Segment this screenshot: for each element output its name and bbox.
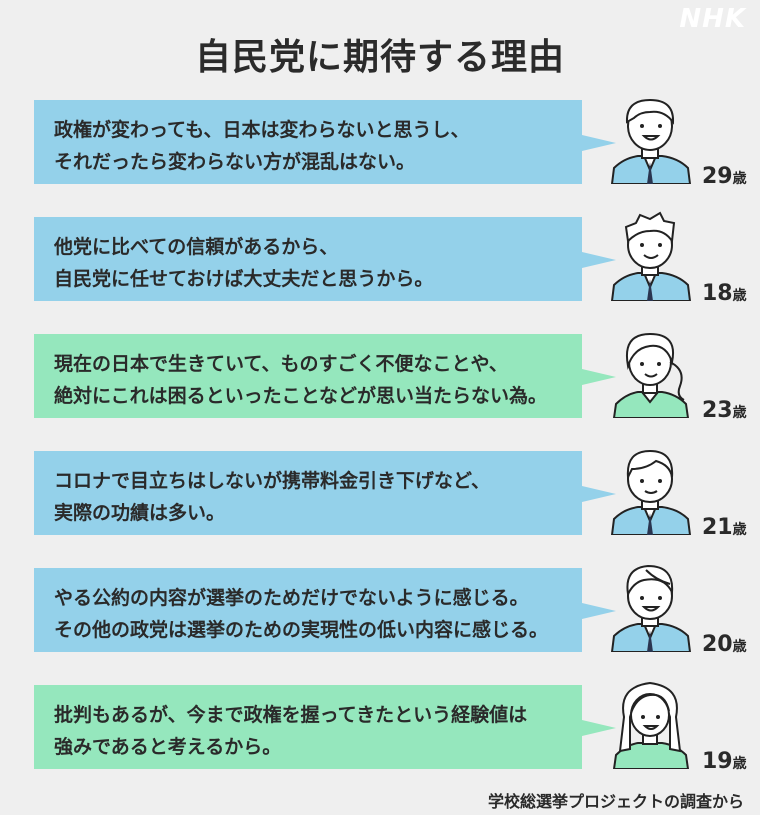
comment-line: それだったら変わらない方が混乱はない。 [54,151,416,173]
speech-bubble: 他党に比べての信頼があるから、 自民党に任せておけば大丈夫だと思うから。 [34,217,616,301]
age-label: 23歳 [702,398,747,423]
page-title: 自民党に期待する理由 [194,37,565,78]
age-label: 29歳 [702,164,747,189]
age-label: 18歳 [702,281,747,306]
comment-line: やる公約の内容が選挙のためだけでないように感じる。 [54,587,529,609]
male-spiky-hair-icon [610,211,692,301]
comment-row: 批判もあるが、今まで政権を握ってきたという経験値は 強みであると考えるから。 1… [0,681,760,785]
female-long-hair-icon [612,681,690,769]
comment-line: その他の政党は選挙のための実現性の低い内容に感じる。 [54,619,549,641]
comment-line: 強みであると考えるから。 [54,736,282,758]
comment-line: 批判もあるが、今まで政権を握ってきたという経験値は [54,704,528,726]
male-short-hair-icon [610,98,692,184]
speech-bubble: やる公約の内容が選挙のためだけでないように感じる。 その他の政党は選挙のための実… [34,568,616,652]
comment-row: 他党に比べての信頼があるから、 自民党に任せておけば大丈夫だと思うから。 18歳 [0,211,760,317]
source-note: 学校総選挙プロジェクトの調査から [487,792,744,811]
speech-bubble: 現在の日本で生きていて、ものすごく不便なことや、 絶対にこれは困るといったことな… [34,334,616,418]
comment-line: 現在の日本で生きていて、ものすごく不便なことや、 [54,353,508,375]
female-ponytail-icon [612,332,690,418]
comment-line: 絶対にこれは困るといったことなどが思い当たらない為。 [54,385,548,407]
comment-line: 自民党に任せておけば大丈夫だと思うから。 [54,268,434,290]
age-label: 19歳 [702,749,747,774]
comment-row: やる公約の内容が選挙のためだけでないように感じる。 その他の政党は選挙のための実… [0,564,760,668]
speech-bubble: 政権が変わっても、日本は変わらないと思うし、 それだったら変わらない方が混乱はな… [34,100,616,184]
comment-line: 実際の功績は多い。 [54,502,226,524]
nhk-logo: NHK [679,4,746,34]
comment-line: コロナで目立ちはしないが携帯料金引き下げなど、 [54,470,491,492]
comment-line: 他党に比べての信頼があるから、 [54,236,339,258]
comment-row: コロナで目立ちはしないが携帯料金引き下げなど、 実際の功績は多い。 21歳 [0,449,760,551]
age-label: 20歳 [702,632,747,657]
male-side-part-icon [610,564,692,652]
speech-bubble: コロナで目立ちはしないが携帯料金引き下げなど、 実際の功績は多い。 [34,451,616,535]
comment-row: 現在の日本で生きていて、ものすごく不便なことや、 絶対にこれは困るといったことな… [0,332,760,434]
comment-line: 政権が変わっても、日本は変わらないと思うし、 [54,119,470,141]
male-parted-hair-icon [610,449,692,535]
comment-row: 政権が変わっても、日本は変わらないと思うし、 それだったら変わらない方が混乱はな… [0,98,760,200]
age-label: 21歳 [702,515,747,540]
speech-bubble: 批判もあるが、今まで政権を握ってきたという経験値は 強みであると考えるから。 [34,685,616,769]
